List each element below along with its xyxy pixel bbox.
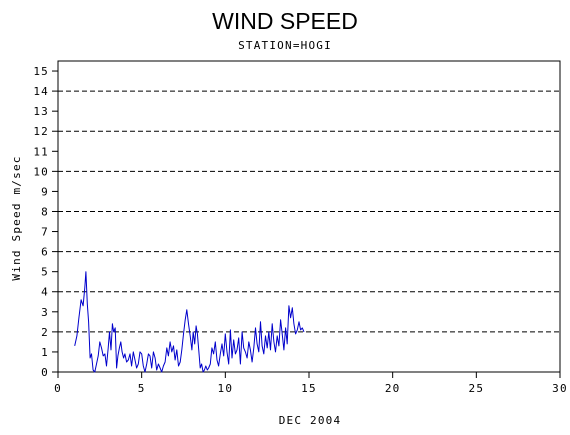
chart-title: WIND SPEED (212, 8, 358, 34)
y-tick-label: 9 (41, 185, 49, 198)
plot-frame (57, 60, 561, 373)
y-tick-label: 14 (33, 85, 49, 98)
x-tick-label: 15 (301, 382, 317, 395)
x-tick-label: 0 (54, 382, 62, 395)
x-tick-label: 30 (552, 382, 568, 395)
chart-subtitle: STATION=HOGI (238, 39, 332, 52)
y-tick-label: 2 (41, 326, 49, 339)
y-tick-label: 5 (41, 266, 49, 279)
y-tick-label: 0 (41, 366, 49, 379)
x-tick-label: 25 (469, 382, 485, 395)
y-tick-label: 1 (41, 346, 49, 359)
x-tick-label: 5 (138, 382, 146, 395)
y-tick-label: 13 (33, 105, 49, 118)
y-tick-label: 11 (33, 145, 49, 158)
y-tick-label: 8 (41, 205, 49, 218)
grid-layer (58, 90, 560, 373)
y-tick-label: 3 (41, 306, 49, 319)
y-tick-label: 7 (41, 226, 49, 239)
x-tick-label: 20 (385, 382, 401, 395)
y-axis-label: Wind Speed m/sec (10, 155, 23, 280)
x-axis-ticks: 0 5 10 15 20 25 30 (54, 372, 568, 395)
series-layer (74, 271, 305, 373)
x-axis-label: DEC 2004 (279, 414, 342, 427)
x-tick-label: 10 (218, 382, 234, 395)
y-tick-label: 6 (41, 246, 49, 259)
series-line (74, 271, 305, 373)
y-tick-label: 10 (33, 165, 49, 178)
y-tick-label: 12 (33, 125, 49, 138)
y-tick-label: 4 (41, 286, 49, 299)
y-tick-label: 15 (33, 65, 49, 78)
